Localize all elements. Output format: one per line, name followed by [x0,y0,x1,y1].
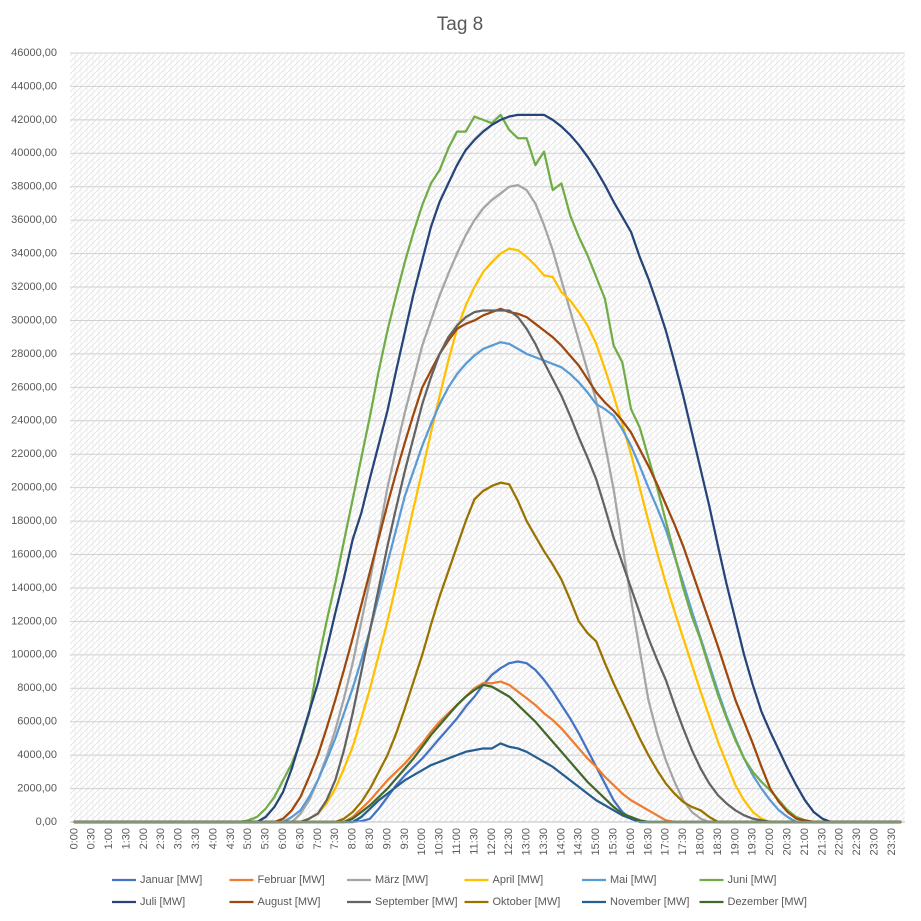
x-tick-label: 19:30 [747,828,759,856]
x-tick-label: 3:00 [173,828,185,849]
x-tick-label: 20:00 [764,828,776,856]
x-tick-label: 16:00 [625,828,637,856]
y-tick-label: 18000,00 [11,515,57,527]
x-tick-label: 12:00 [486,828,498,856]
x-tick-label: 17:00 [660,828,672,856]
x-tick-label: 1:30 [120,828,132,849]
y-tick-label: 26000,00 [11,381,57,393]
x-tick-label: 9:30 [399,828,411,849]
legend-label: Oktober [MW] [493,896,561,908]
y-tick-label: 34000,00 [11,248,57,260]
legend-label: März [MW] [375,874,428,886]
x-tick-label: 11:30 [468,828,480,855]
y-tick-label: 44000,00 [11,80,57,92]
x-tick-label: 6:00 [277,828,289,849]
x-tick-label: 15:30 [608,828,620,856]
x-tick-label: 13:00 [521,828,533,856]
y-tick-label: 42000,00 [11,114,57,126]
legend-label: November [MW] [610,896,689,908]
x-tick-label: 2:30 [155,828,167,849]
y-tick-label: 14000,00 [11,582,57,594]
y-tick-label: 4000,00 [17,749,57,761]
x-tick-label: 11:00 [451,828,463,855]
x-tick-label: 18:30 [712,828,724,856]
legend: Januar [MW] Februar [MW] März [MW] April [M… [112,874,807,908]
legend-label: Januar [MW] [140,874,202,886]
x-tick-label: 15:00 [590,828,602,856]
legend-label: Mai [MW] [610,874,656,886]
y-tick-label: 46000,00 [11,47,57,59]
x-tick-label: 14:30 [573,828,585,856]
x-tick-label: 23:30 [886,828,898,856]
legend-label: April [MW] [493,874,544,886]
x-tick-label: 17:30 [677,828,689,856]
y-tick-label: 6000,00 [17,716,57,728]
x-tick-label: 7:00 [312,828,324,849]
y-tick-label: 0,00 [36,816,57,828]
x-tick-label: 10:30 [434,828,446,856]
x-tick-label: 21:00 [799,828,811,856]
y-tick-label: 32000,00 [11,281,57,293]
legend-label: Juli [MW] [140,896,185,908]
x-tick-label: 16:30 [642,828,654,856]
y-tick-label: 8000,00 [17,682,57,694]
legend-label: Dezember [MW] [728,896,807,908]
y-tick-label: 40000,00 [11,147,57,159]
x-tick-label: 1:00 [103,828,115,849]
x-tick-label: 23:00 [868,828,880,856]
axes: 0,00 2000,00 4000,00 6000,00 8000,00 10000,00… [11,47,905,856]
plot-area [70,53,905,822]
y-tick-label: 38000,00 [11,181,57,193]
x-tick-label: 4:00 [207,828,219,849]
x-tick-label: 14:00 [555,828,567,856]
y-tick-label: 36000,00 [11,214,57,226]
x-tick-label: 2:00 [138,828,150,849]
x-tick-label: 4:30 [225,828,237,849]
x-tick-label: 12:30 [503,828,515,856]
legend-label: August [MW] [258,896,321,908]
chart-title: Tag 8 [437,14,483,35]
x-tick-label: 8:30 [364,828,376,849]
y-tick-label: 2000,00 [17,782,57,794]
x-tick-label: 20:30 [781,828,793,856]
x-tick-label: 22:00 [834,828,846,856]
x-tick-label: 8:00 [347,828,359,849]
y-tick-label: 16000,00 [11,548,57,560]
x-tick-label: 3:30 [190,828,202,849]
x-tick-label: 0:00 [68,828,80,849]
legend-label: Juni [MW] [728,874,777,886]
x-tick-label: 7:30 [329,828,341,849]
y-tick-label: 22000,00 [11,448,57,460]
legend-label: September [MW] [375,896,458,908]
x-tick-label: 5:00 [242,828,254,849]
x-tick-label: 0:30 [86,828,98,849]
y-tick-label: 10000,00 [11,649,57,661]
y-tick-label: 30000,00 [11,314,57,326]
x-tick-label: 10:00 [416,828,428,856]
x-tick-label: 13:30 [538,828,550,856]
legend-label: Februar [MW] [258,874,325,886]
y-tick-label: 20000,00 [11,482,57,494]
y-tick-label: 12000,00 [11,615,57,627]
x-tick-label: 9:00 [381,828,393,849]
y-tick-label: 28000,00 [11,348,57,360]
x-tick-label: 5:30 [260,828,272,849]
y-tick-label: 24000,00 [11,415,57,427]
x-tick-label: 19:00 [729,828,741,856]
x-tick-label: 6:30 [294,828,306,849]
x-tick-label: 22:30 [851,828,863,856]
x-tick-label: 21:30 [816,828,828,856]
x-tick-label: 18:00 [695,828,707,856]
